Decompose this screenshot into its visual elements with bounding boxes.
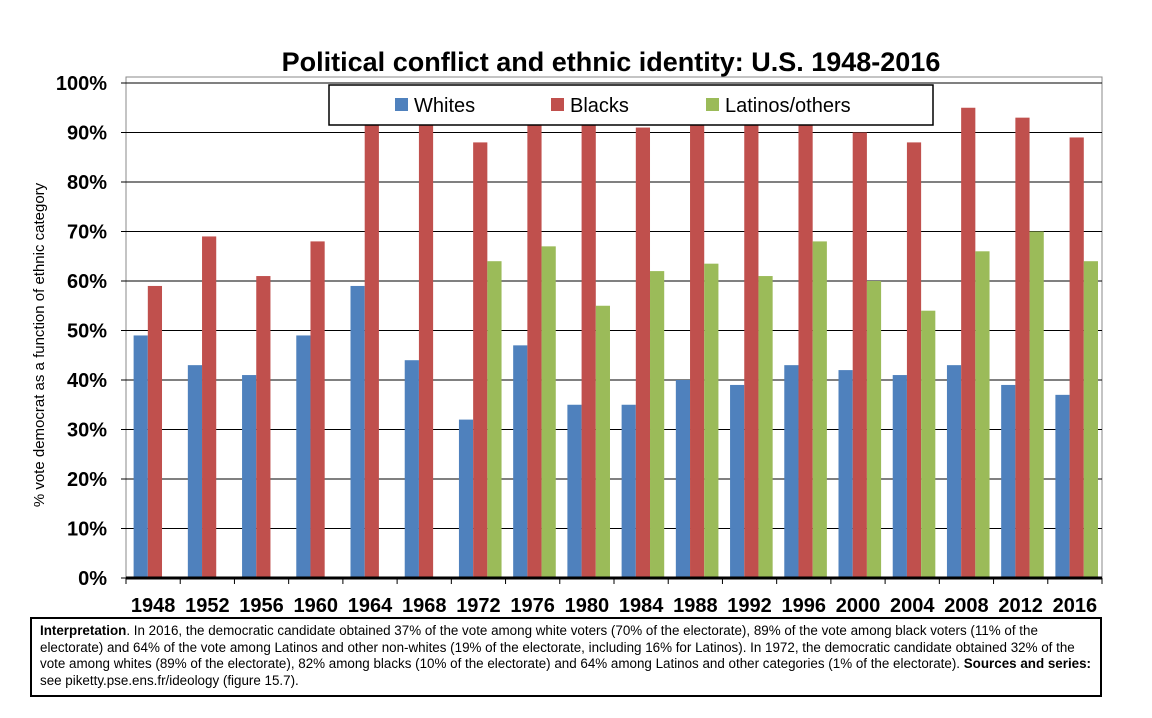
- plot-area: [125, 76, 1103, 579]
- bar-whites-1956: [242, 375, 257, 578]
- bar-latinos-others-2008: [975, 251, 990, 579]
- x-tick-label: 1952: [185, 595, 230, 615]
- x-tick-label: 1956: [239, 595, 284, 615]
- y-tick-label: 30%: [67, 420, 107, 442]
- bar-latinos-others-2000: [866, 281, 882, 578]
- x-tick-label: 1960: [294, 595, 339, 615]
- y-tick-label: 40%: [67, 370, 107, 392]
- x-tick-label: 2008: [944, 595, 989, 615]
- bar-blacks-1956: [256, 276, 271, 578]
- x-tick-label: 1980: [565, 595, 610, 615]
- interpretation-text: . In 2016, the democratic candidate obta…: [40, 623, 1075, 672]
- bar-blacks-2004: [906, 142, 922, 578]
- legend-box: [328, 84, 934, 126]
- y-tick-label: 80%: [67, 172, 107, 194]
- x-tick-label: 1968: [402, 595, 447, 615]
- y-tick-label: 10%: [67, 519, 107, 541]
- bar-whites-2016: [1055, 394, 1070, 578]
- x-tick-label: 1964: [348, 595, 393, 615]
- bar-latinos-others-2016: [1083, 261, 1098, 578]
- bar-whites-1972: [458, 419, 474, 578]
- bar-latinos-others-1992: [758, 276, 773, 578]
- y-tick-label: 60%: [67, 271, 107, 293]
- bar-whites-1980: [567, 404, 582, 578]
- interpretation-note: Interpretation. In 2016, the democratic …: [30, 617, 1102, 697]
- legend: Whites Blacks Latinos/others: [328, 84, 934, 126]
- bar-latinos-others-1996: [812, 241, 827, 578]
- interpretation-label: Interpretation: [40, 623, 127, 638]
- legend-swatch-latinos-others: [706, 98, 719, 111]
- bar-blacks-1972: [473, 142, 488, 578]
- bar-blacks-1996: [798, 112, 813, 578]
- bar-blacks-1988: [690, 125, 705, 578]
- y-tick-label: 0%: [78, 568, 107, 590]
- legend-label-latinos-others: Latinos/others: [725, 95, 851, 117]
- bar-whites-2004: [892, 375, 907, 578]
- sources-text: see piketty.pse.ens.fr/ideology (figure …: [40, 672, 299, 688]
- bar-whites-1960: [296, 335, 311, 578]
- bar-blacks-1968: [418, 97, 434, 578]
- y-axis-ticks: 0% 10% 20% 30% 40% 50% 60% 70% 80% 90% 100%: [56, 73, 126, 590]
- x-tick-label: 1972: [456, 595, 501, 615]
- chart: Political conflict and ethnic identity: …: [31, 47, 1103, 615]
- x-tick-label: 1992: [727, 595, 772, 615]
- bar-whites-2012: [1001, 384, 1016, 578]
- y-tick-label: 50%: [67, 321, 107, 343]
- y-axis-label: % vote democrat as a function of ethnic …: [31, 182, 48, 507]
- x-tick-label: 2016: [1053, 595, 1098, 615]
- legend-label-blacks: Blacks: [570, 95, 629, 117]
- x-tick-label: 2000: [836, 595, 881, 615]
- bar-blacks-1984: [635, 127, 651, 579]
- bar-latinos-others-1980: [595, 305, 610, 578]
- bar-whites-1984: [621, 404, 636, 578]
- x-axis-ticks: 1948 1952 1956 1960 1964 1968 1972 1976 1980 1984…: [125, 578, 1103, 615]
- bar-blacks-1952: [202, 236, 217, 578]
- bar-blacks-1976: [527, 107, 542, 578]
- y-tick-label: 70%: [67, 222, 107, 244]
- bar-whites-1976: [513, 345, 528, 578]
- x-tick-label: 1996: [782, 595, 827, 615]
- bar-blacks-2008: [961, 107, 976, 578]
- bar-whites-2000: [838, 370, 853, 578]
- y-tick-label: 100%: [56, 73, 107, 95]
- bar-blacks-1964: [364, 112, 379, 578]
- x-tick-label: 1988: [673, 595, 718, 615]
- bar-blacks-1960: [310, 241, 325, 578]
- bar-latinos-others-1988: [704, 263, 719, 578]
- legend-swatch-blacks: [551, 98, 564, 111]
- bar-whites-2008: [946, 365, 962, 578]
- bar-latinos-others-2012: [1029, 231, 1044, 578]
- bar-blacks-2012: [1015, 117, 1030, 579]
- bar-whites-1996: [784, 365, 799, 578]
- bar-latinos-others-2004: [921, 310, 936, 578]
- sources-label: Sources and series:: [963, 656, 1092, 672]
- x-tick-label: 1948: [131, 595, 176, 615]
- bar-whites-1968: [404, 360, 419, 578]
- x-tick-label: 1976: [510, 595, 555, 615]
- bar-whites-1988: [675, 380, 691, 578]
- x-tick-label: 2004: [890, 595, 935, 615]
- bar-whites-1964: [350, 285, 365, 578]
- x-tick-label: 1984: [619, 595, 664, 615]
- bar-whites-1992: [730, 384, 745, 578]
- bar-blacks-1980: [581, 115, 596, 579]
- grid-lines: [126, 82, 1102, 529]
- legend-label-whites: Whites: [414, 95, 475, 117]
- y-tick-label: 90%: [67, 123, 107, 145]
- bar-whites-1948: [133, 335, 148, 578]
- bar-whites-1952: [187, 365, 203, 578]
- bar-latinos-others-1984: [650, 271, 665, 578]
- chart-title: Political conflict and ethnic identity: …: [282, 47, 941, 77]
- x-tick-label: 2012: [998, 595, 1043, 615]
- bars: [133, 97, 1098, 579]
- bar-latinos-others-1976: [541, 246, 556, 578]
- bar-latinos-others-1972: [487, 261, 502, 578]
- legend-swatch-whites: [395, 98, 408, 111]
- bar-blacks-2000: [852, 132, 867, 578]
- bar-blacks-1992: [744, 115, 759, 579]
- bar-blacks-2016: [1069, 137, 1084, 578]
- y-tick-label: 20%: [67, 469, 107, 491]
- bar-blacks-1948: [147, 285, 163, 578]
